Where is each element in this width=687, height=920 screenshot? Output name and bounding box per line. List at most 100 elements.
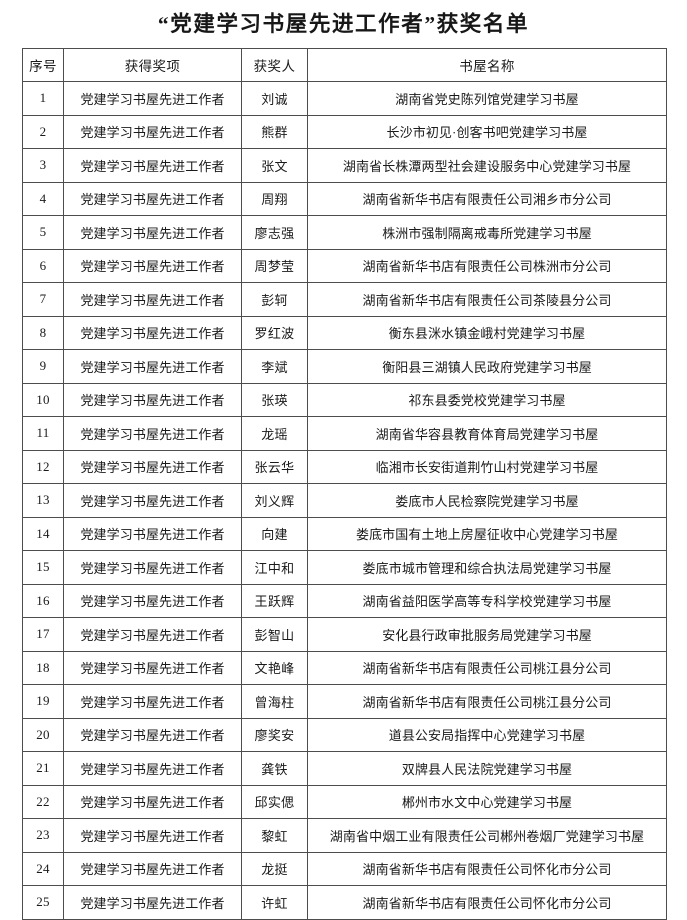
cell-name: 龚铁: [241, 751, 308, 786]
table-row: 16 党建学习书屋先进工作者 王跃辉 湖南省益阳医学高等专科学校党建学习书屋: [22, 583, 667, 618]
cell-award: 党建学习书屋先进工作者: [63, 449, 242, 484]
cell-name: 曾海柱: [241, 684, 308, 719]
cell-name: 李斌: [241, 349, 308, 384]
cell-no: 8: [22, 315, 64, 350]
cell-house: 湖南省新华书店有限责任公司株洲市分公司: [307, 248, 667, 283]
cell-no: 24: [22, 851, 64, 886]
cell-name: 王跃辉: [241, 583, 308, 618]
table-row: 18 党建学习书屋先进工作者 文艳峰 湖南省新华书店有限责任公司桃江县分公司: [22, 650, 667, 685]
cell-name: 龙挺: [241, 851, 308, 886]
cell-no: 3: [22, 148, 64, 183]
cell-award: 党建学习书屋先进工作者: [63, 550, 242, 585]
table-row: 9 党建学习书屋先进工作者 李斌 衡阳县三湖镇人民政府党建学习书屋: [22, 349, 667, 384]
cell-name: 刘义辉: [241, 483, 308, 518]
cell-house: 湖南省新华书店有限责任公司湘乡市分公司: [307, 181, 667, 216]
cell-name: 熊群: [241, 114, 308, 149]
table-row: 10 党建学习书屋先进工作者 张瑛 祁东县委党校党建学习书屋: [22, 382, 667, 417]
award-table-container: 序号 获得奖项 获奖人 书屋名称 1 党建学习书屋先进工作者 刘诚 湖南省党史陈列馆党…: [22, 48, 667, 920]
cell-name: 罗红波: [241, 315, 308, 350]
table-row: 23 党建学习书屋先进工作者 黎虹 湖南省中烟工业有限责任公司郴州卷烟厂党建学习书屋: [22, 818, 667, 853]
cell-award: 党建学习书屋先进工作者: [63, 148, 242, 183]
cell-name: 周翔: [241, 181, 308, 216]
cell-no: 13: [22, 483, 64, 518]
table-row: 19 党建学习书屋先进工作者 曾海柱 湖南省新华书店有限责任公司桃江县分公司: [22, 684, 667, 719]
table-row: 11 党建学习书屋先进工作者 龙瑶 湖南省华容县教育体育局党建学习书屋: [22, 416, 667, 451]
cell-award: 党建学习书屋先进工作者: [63, 717, 242, 752]
table-row: 4 党建学习书屋先进工作者 周翔 湖南省新华书店有限责任公司湘乡市分公司: [22, 181, 667, 216]
cell-no: 9: [22, 349, 64, 384]
cell-name: 黎虹: [241, 818, 308, 853]
cell-award: 党建学习书屋先进工作者: [63, 583, 242, 618]
cell-house: 湖南省长株潭两型社会建设服务中心党建学习书屋: [307, 148, 667, 183]
table-row: 3 党建学习书屋先进工作者 张文 湖南省长株潭两型社会建设服务中心党建学习书屋: [22, 148, 667, 183]
cell-award: 党建学习书屋先进工作者: [63, 315, 242, 350]
cell-no: 18: [22, 650, 64, 685]
cell-no: 10: [22, 382, 64, 417]
cell-name: 张瑛: [241, 382, 308, 417]
table-body: 1 党建学习书屋先进工作者 刘诚 湖南省党史陈列馆党建学习书屋 2 党建学习书屋先进工作者…: [22, 81, 667, 920]
cell-no: 12: [22, 449, 64, 484]
cell-award: 党建学习书屋先进工作者: [63, 181, 242, 216]
cell-house: 祁东县委党校党建学习书屋: [307, 382, 667, 417]
award-table: 序号 获得奖项 获奖人 书屋名称 1 党建学习书屋先进工作者 刘诚 湖南省党史陈列馆党…: [22, 48, 667, 920]
column-header-award: 获得奖项: [63, 48, 242, 82]
cell-award: 党建学习书屋先进工作者: [63, 349, 242, 384]
table-row: 25 党建学习书屋先进工作者 许虹 湖南省新华书店有限责任公司怀化市分公司: [22, 885, 667, 920]
table-row: 15 党建学习书屋先进工作者 江中和 娄底市城市管理和综合执法局党建学习书屋: [22, 550, 667, 585]
cell-name: 向建: [241, 516, 308, 551]
cell-name: 张文: [241, 148, 308, 183]
table-row: 1 党建学习书屋先进工作者 刘诚 湖南省党史陈列馆党建学习书屋: [22, 81, 667, 116]
cell-name: 廖奖安: [241, 717, 308, 752]
cell-name: 周梦莹: [241, 248, 308, 283]
cell-award: 党建学习书屋先进工作者: [63, 282, 242, 317]
cell-house: 湖南省益阳医学高等专科学校党建学习书屋: [307, 583, 667, 618]
cell-house: 湖南省华容县教育体育局党建学习书屋: [307, 416, 667, 451]
cell-house: 湖南省新华书店有限责任公司桃江县分公司: [307, 650, 667, 685]
cell-award: 党建学习书屋先进工作者: [63, 483, 242, 518]
table-row: 7 党建学习书屋先进工作者 彭轲 湖南省新华书店有限责任公司茶陵县分公司: [22, 282, 667, 317]
cell-award: 党建学习书屋先进工作者: [63, 851, 242, 886]
cell-award: 党建学习书屋先进工作者: [63, 516, 242, 551]
cell-name: 许虹: [241, 885, 308, 920]
cell-award: 党建学习书屋先进工作者: [63, 751, 242, 786]
cell-award: 党建学习书屋先进工作者: [63, 784, 242, 819]
cell-no: 22: [22, 784, 64, 819]
table-row: 12 党建学习书屋先进工作者 张云华 临湘市长安街道荆竹山村党建学习书屋: [22, 449, 667, 484]
cell-house: 衡阳县三湖镇人民政府党建学习书屋: [307, 349, 667, 384]
cell-house: 临湘市长安街道荆竹山村党建学习书屋: [307, 449, 667, 484]
table-header: 序号 获得奖项 获奖人 书屋名称: [22, 48, 667, 82]
cell-no: 6: [22, 248, 64, 283]
cell-no: 11: [22, 416, 64, 451]
cell-house: 安化县行政审批服务局党建学习书屋: [307, 617, 667, 652]
cell-award: 党建学习书屋先进工作者: [63, 382, 242, 417]
cell-no: 5: [22, 215, 64, 250]
cell-no: 1: [22, 81, 64, 116]
cell-name: 邱实偲: [241, 784, 308, 819]
cell-award: 党建学习书屋先进工作者: [63, 684, 242, 719]
cell-name: 江中和: [241, 550, 308, 585]
cell-no: 21: [22, 751, 64, 786]
cell-house: 衡东县洣水镇金峨村党建学习书屋: [307, 315, 667, 350]
cell-no: 17: [22, 617, 64, 652]
cell-no: 19: [22, 684, 64, 719]
table-row: 8 党建学习书屋先进工作者 罗红波 衡东县洣水镇金峨村党建学习书屋: [22, 315, 667, 350]
cell-house: 株洲市强制隔离戒毒所党建学习书屋: [307, 215, 667, 250]
cell-house: 娄底市国有土地上房屋征收中心党建学习书屋: [307, 516, 667, 551]
table-row: 14 党建学习书屋先进工作者 向建 娄底市国有土地上房屋征收中心党建学习书屋: [22, 516, 667, 551]
table-row: 5 党建学习书屋先进工作者 廖志强 株洲市强制隔离戒毒所党建学习书屋: [22, 215, 667, 250]
cell-award: 党建学习书屋先进工作者: [63, 617, 242, 652]
cell-house: 娄底市城市管理和综合执法局党建学习书屋: [307, 550, 667, 585]
cell-name: 刘诚: [241, 81, 308, 116]
column-header-name: 获奖人: [241, 48, 308, 82]
cell-no: 23: [22, 818, 64, 853]
cell-no: 15: [22, 550, 64, 585]
cell-house: 湖南省中烟工业有限责任公司郴州卷烟厂党建学习书屋: [307, 818, 667, 853]
cell-award: 党建学习书屋先进工作者: [63, 650, 242, 685]
cell-house: 娄底市人民检察院党建学习书屋: [307, 483, 667, 518]
cell-name: 文艳峰: [241, 650, 308, 685]
cell-house: 湖南省党史陈列馆党建学习书屋: [307, 81, 667, 116]
cell-no: 25: [22, 885, 64, 920]
table-row: 2 党建学习书屋先进工作者 熊群 长沙市初见·创客书吧党建学习书屋: [22, 114, 667, 149]
cell-house: 湖南省新华书店有限责任公司茶陵县分公司: [307, 282, 667, 317]
